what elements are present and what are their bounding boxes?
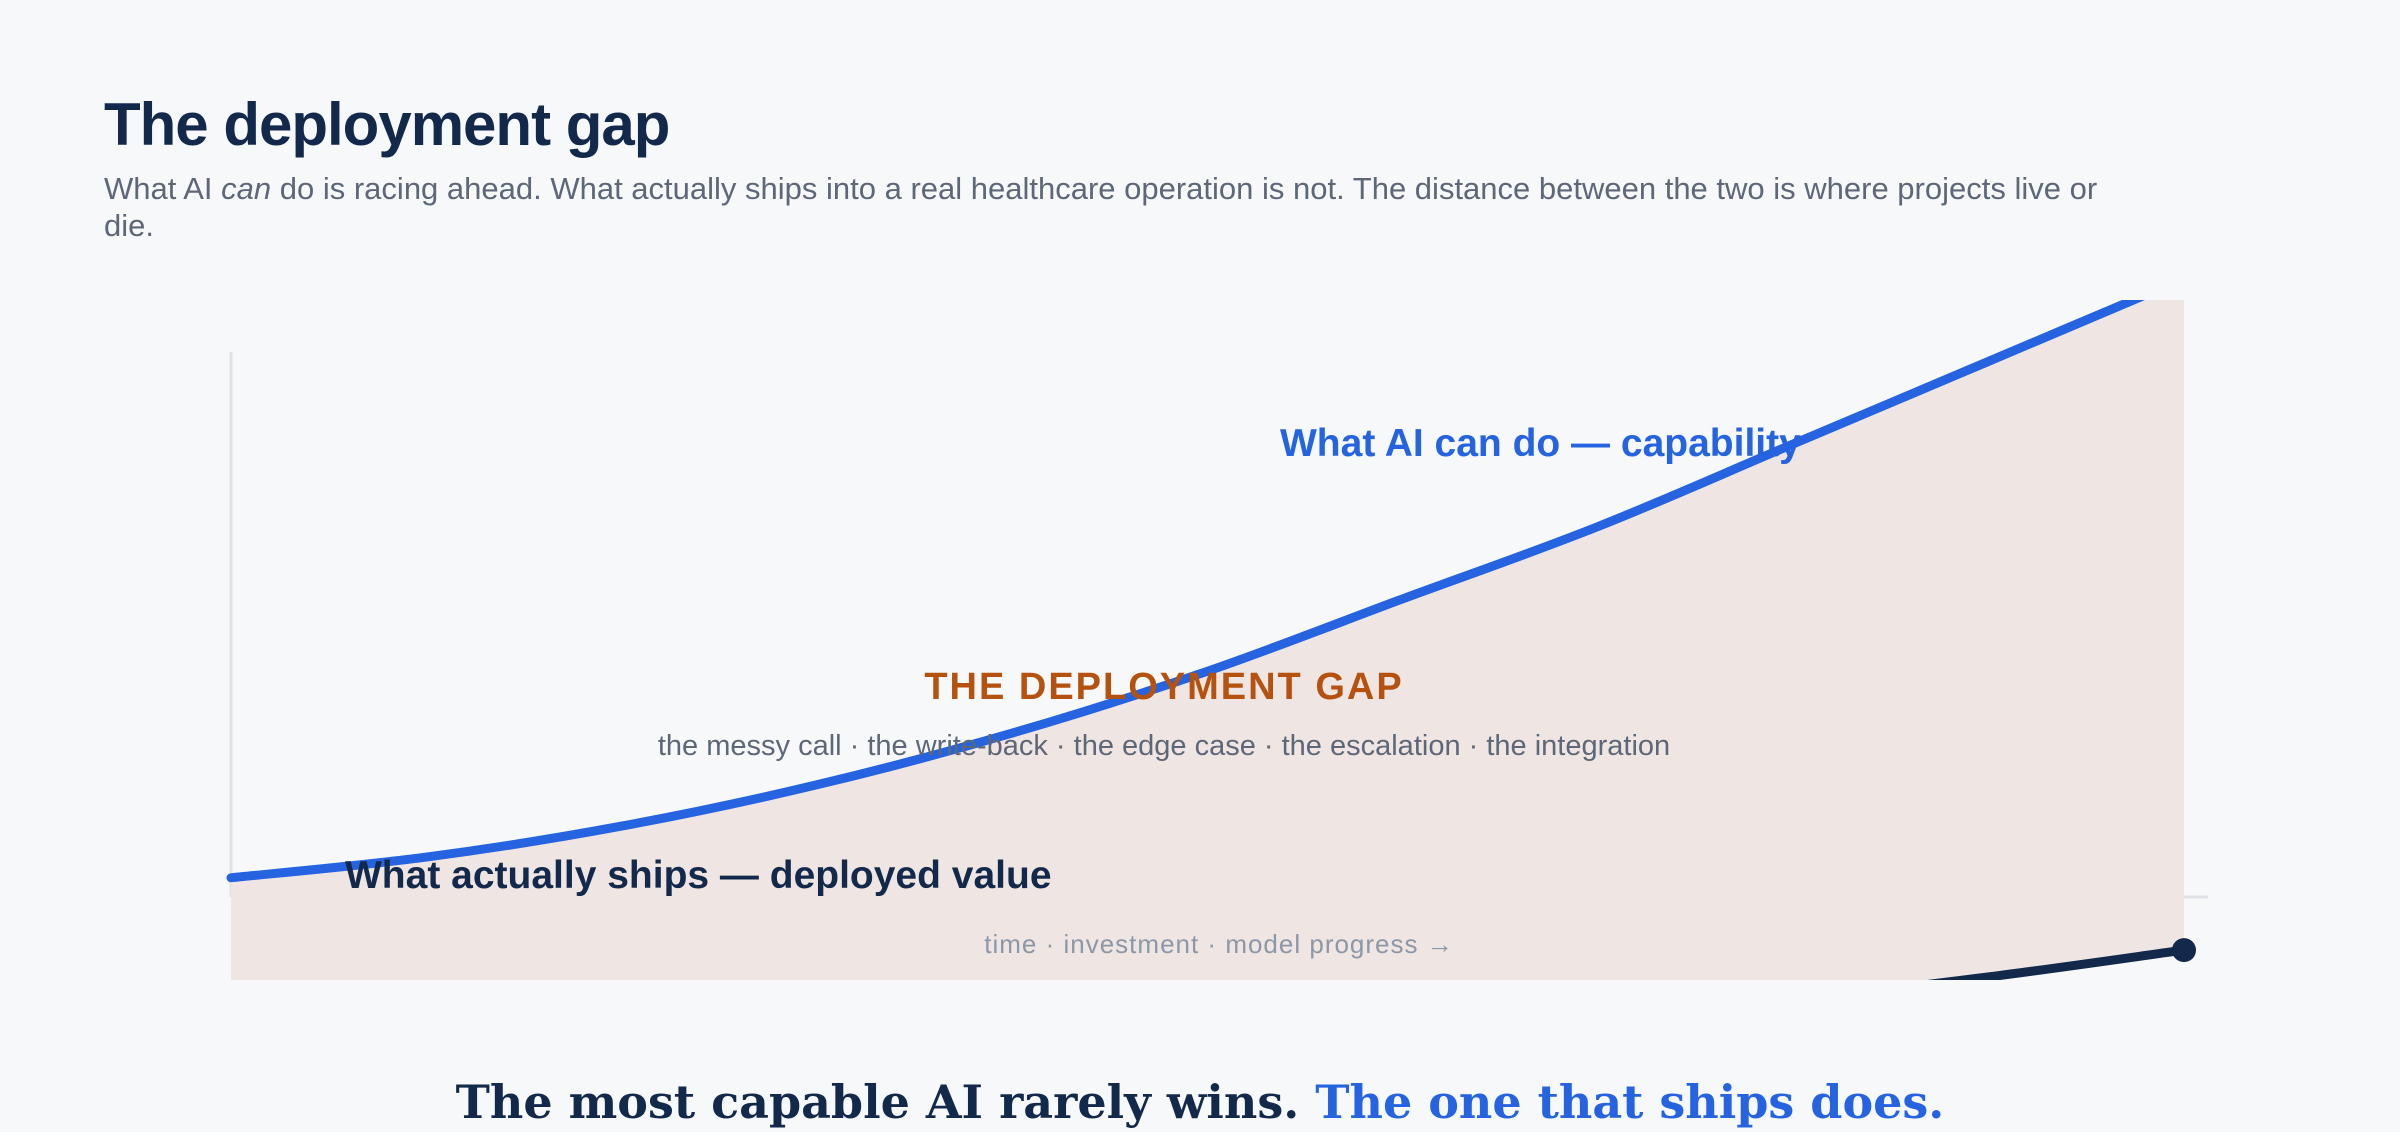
- subtitle-lead: What AI: [104, 171, 222, 206]
- deployed-value-series-label: What actually ships — deployed value: [345, 854, 1052, 897]
- gap-label: THE DEPLOYMENT GAP: [924, 666, 1403, 708]
- subtitle-emphasis: can: [221, 171, 272, 206]
- capability-series-label: What AI can do — capability: [1280, 422, 1801, 465]
- page-title: The deployment gap: [104, 91, 670, 158]
- deployment-gap-chart: What AI can do — capability What actuall…: [226, 300, 2208, 980]
- x-axis-label: time · investment · model progress →: [984, 929, 1453, 959]
- gap-sublabel: the messy call · the write-back · the ed…: [658, 730, 1670, 762]
- tagline-main: The most capable AI rarely wins.: [455, 1075, 1316, 1129]
- tagline-accent: The one that ships does.: [1315, 1075, 1945, 1129]
- page-subtitle: What AI can do is racing ahead. What act…: [104, 170, 2124, 244]
- closing-tagline: The most capable AI rarely wins. The one…: [0, 1072, 2400, 1132]
- deployed-value-end-point: [2172, 938, 2196, 963]
- subtitle-rest: do is racing ahead. What actually ships …: [104, 171, 2098, 243]
- capability-line: [226, 300, 2145, 883]
